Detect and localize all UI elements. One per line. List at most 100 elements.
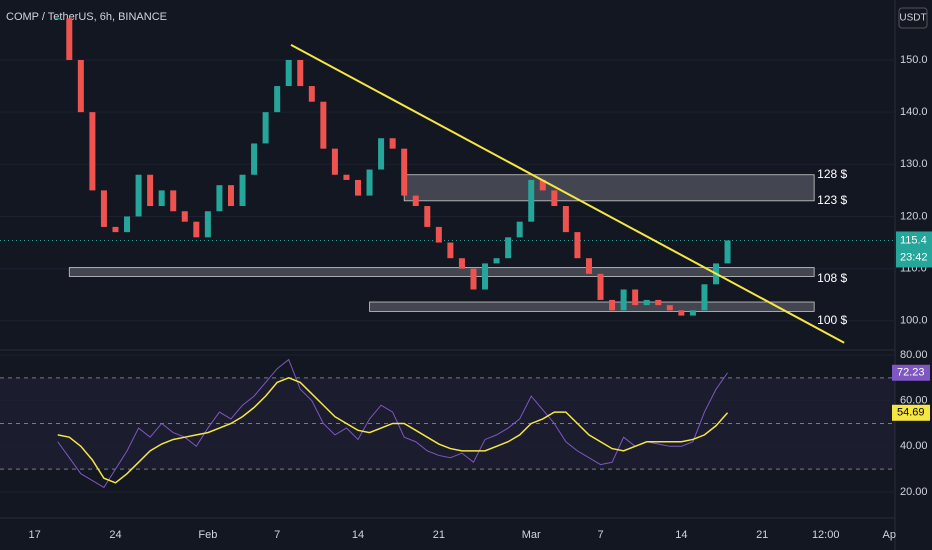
candle <box>655 299 662 306</box>
candle <box>262 112 269 144</box>
candle <box>124 216 131 233</box>
candle <box>435 226 442 243</box>
candle <box>251 143 258 175</box>
rsi-line <box>57 358 728 489</box>
value-badge <box>892 364 930 381</box>
candle <box>412 195 419 207</box>
candle <box>539 179 546 191</box>
candle <box>609 299 616 311</box>
candle <box>666 305 673 311</box>
candle <box>89 112 96 191</box>
y-tick-label: 60.00 <box>900 395 928 407</box>
candle <box>308 86 315 102</box>
value-label: 54.69 <box>897 407 925 419</box>
candle <box>424 206 431 227</box>
candle <box>285 59 292 87</box>
candle <box>193 221 200 238</box>
trendline <box>290 43 845 344</box>
y-tick-label: 140.0 <box>900 106 928 118</box>
x-tick-label: Ap <box>882 529 895 541</box>
candle <box>378 138 385 170</box>
y-tick-label: 130.0 <box>900 158 928 170</box>
y-tick-label: 120.0 <box>900 210 928 222</box>
candle <box>181 211 188 222</box>
candle <box>343 174 350 180</box>
candle <box>620 289 627 311</box>
candle <box>562 206 569 233</box>
candle <box>447 242 454 259</box>
candle <box>678 310 685 316</box>
countdown: 23:42 <box>900 251 928 263</box>
candle <box>724 240 731 264</box>
candle <box>158 190 165 207</box>
candle <box>135 174 142 217</box>
candle <box>528 179 535 222</box>
candle <box>355 179 361 196</box>
x-tick-label: Mar <box>522 529 541 541</box>
candle <box>643 299 650 306</box>
candle <box>320 101 327 149</box>
candle <box>366 169 373 196</box>
zone <box>369 301 815 312</box>
candle <box>54 18 61 20</box>
candle <box>216 185 223 212</box>
y-tick-label: 20.00 <box>900 486 928 498</box>
candle <box>470 268 477 290</box>
x-tick-label: 24 <box>109 529 121 541</box>
candle <box>458 258 465 269</box>
candle <box>585 258 592 274</box>
candle <box>170 190 177 212</box>
candle <box>100 190 107 227</box>
rsi-line <box>57 377 729 484</box>
level-label: 108 $ <box>817 271 847 285</box>
candle <box>597 273 604 300</box>
candle <box>239 174 246 207</box>
y-tick-label: 100.0 <box>900 315 928 327</box>
zone <box>403 174 815 202</box>
x-tick-label: 17 <box>29 529 41 541</box>
currency[interactable]: USDT <box>899 13 926 24</box>
candle <box>493 258 500 264</box>
candle <box>147 174 154 207</box>
x-tick-label: 14 <box>352 529 364 541</box>
candle <box>389 138 396 149</box>
y-tick-label: 80.00 <box>900 349 928 361</box>
x-tick-label: 12:00 <box>812 529 840 541</box>
level-label: 123 $ <box>817 193 847 207</box>
currency-box[interactable] <box>898 7 928 29</box>
candle <box>551 190 558 207</box>
x-tick-label: 21 <box>433 529 445 541</box>
value-label: 72.23 <box>897 367 925 379</box>
candle <box>112 226 119 233</box>
candle <box>516 221 523 238</box>
candle <box>689 310 696 316</box>
level-label: 100 $ <box>817 313 847 327</box>
candle <box>401 148 408 196</box>
value-badge <box>892 404 930 421</box>
x-tick-label: 7 <box>597 529 603 541</box>
last-price-badge <box>896 231 932 268</box>
candle <box>505 237 512 259</box>
candle <box>204 211 211 238</box>
candle <box>701 284 708 311</box>
zone <box>68 267 815 277</box>
x-tick-label: 21 <box>756 529 768 541</box>
symbol-title: COMP / TetherUS, 6h, BINANCE <box>6 11 167 23</box>
candle <box>77 59 84 113</box>
last-price: 115.4 <box>900 234 927 246</box>
y-tick-label: 150.0 <box>900 54 928 66</box>
candle <box>632 289 639 306</box>
candle <box>227 185 234 207</box>
x-tick-label: Feb <box>198 529 217 541</box>
candle <box>574 232 581 259</box>
candle <box>66 18 73 60</box>
x-tick-label: 7 <box>274 529 280 541</box>
candle <box>297 59 304 87</box>
candle <box>482 263 489 290</box>
x-tick-label: 14 <box>675 529 687 541</box>
candle <box>331 148 338 175</box>
y-tick-label: 40.00 <box>900 440 928 452</box>
candle <box>274 86 281 113</box>
